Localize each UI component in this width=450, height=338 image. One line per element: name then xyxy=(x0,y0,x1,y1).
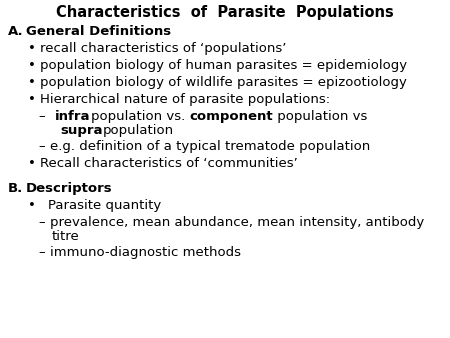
Text: –: – xyxy=(38,140,45,153)
Text: e.g. definition of a typical trematode population: e.g. definition of a typical trematode p… xyxy=(50,140,370,153)
Text: –: – xyxy=(38,246,45,259)
Text: –: – xyxy=(38,110,45,123)
Text: Descriptors: Descriptors xyxy=(26,182,112,195)
Text: General Definitions: General Definitions xyxy=(26,25,171,38)
Text: –: – xyxy=(38,216,45,229)
Text: recall characteristics of ‘populations’: recall characteristics of ‘populations’ xyxy=(40,42,286,55)
Text: Characteristics  of  Parasite  Populations: Characteristics of Parasite Populations xyxy=(56,5,394,20)
Text: •: • xyxy=(28,157,36,170)
Text: population biology of wildlife parasites = epizootiology: population biology of wildlife parasites… xyxy=(40,76,407,89)
Text: •: • xyxy=(28,199,36,212)
Text: prevalence, mean abundance, mean intensity, antibody: prevalence, mean abundance, mean intensi… xyxy=(50,216,424,229)
Text: •: • xyxy=(28,93,36,106)
Text: titre: titre xyxy=(52,230,80,243)
Text: A.: A. xyxy=(8,25,23,38)
Text: population: population xyxy=(103,124,174,137)
Text: population vs: population vs xyxy=(273,110,367,123)
Text: Hierarchical nature of parasite populations:: Hierarchical nature of parasite populati… xyxy=(40,93,330,106)
Text: immuno-diagnostic methods: immuno-diagnostic methods xyxy=(50,246,241,259)
Text: B.: B. xyxy=(8,182,23,195)
Text: Parasite quantity: Parasite quantity xyxy=(48,199,161,212)
Text: population biology of human parasites = epidemiology: population biology of human parasites = … xyxy=(40,59,407,72)
Text: component: component xyxy=(189,110,273,123)
Text: •: • xyxy=(28,76,36,89)
Text: Recall characteristics of ‘communities’: Recall characteristics of ‘communities’ xyxy=(40,157,298,170)
Text: •: • xyxy=(28,42,36,55)
Text: population vs.: population vs. xyxy=(90,110,189,123)
Text: supra: supra xyxy=(60,124,103,137)
Text: •: • xyxy=(28,59,36,72)
Text: infra: infra xyxy=(55,110,90,123)
